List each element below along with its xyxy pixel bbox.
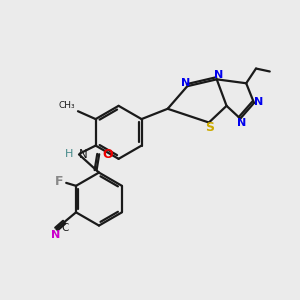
Text: F: F [55, 176, 63, 188]
Text: N: N [181, 78, 190, 88]
Text: H: H [65, 149, 73, 159]
Text: S: S [206, 121, 214, 134]
Text: N: N [214, 70, 223, 80]
Text: C: C [61, 223, 69, 233]
Text: CH₃: CH₃ [58, 101, 75, 110]
Text: N: N [237, 118, 246, 128]
Text: N: N [51, 230, 60, 240]
Text: N: N [254, 97, 264, 107]
Text: O: O [102, 148, 113, 161]
Text: N: N [79, 148, 88, 161]
